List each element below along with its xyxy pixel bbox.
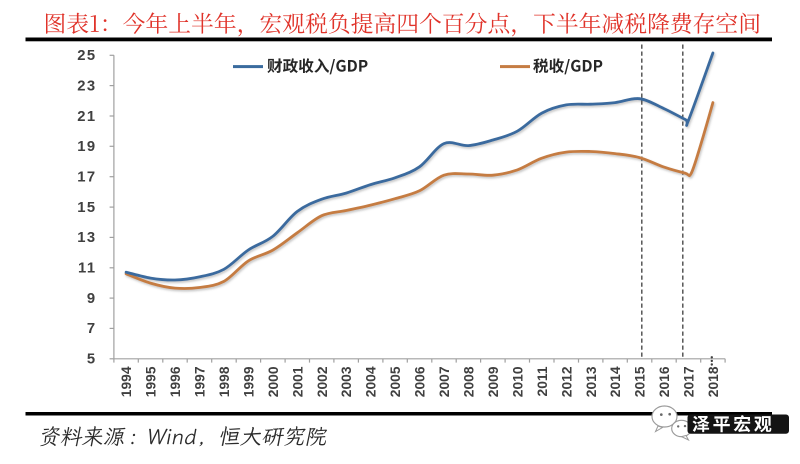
svg-text:2008: 2008 xyxy=(462,366,477,397)
svg-text:1996: 1996 xyxy=(168,366,183,397)
svg-text:21: 21 xyxy=(77,109,96,125)
svg-text:1995: 1995 xyxy=(144,366,159,397)
svg-text:2000: 2000 xyxy=(266,366,281,397)
svg-text:2016: 2016 xyxy=(657,366,672,397)
svg-text:9: 9 xyxy=(87,291,97,307)
svg-text:1994: 1994 xyxy=(119,366,134,397)
svg-text:1997: 1997 xyxy=(193,366,208,397)
svg-text:2007: 2007 xyxy=(437,366,452,397)
svg-text:1999: 1999 xyxy=(241,366,256,397)
svg-text:11: 11 xyxy=(78,261,96,277)
svg-text:2005: 2005 xyxy=(388,366,403,397)
svg-text:2017: 2017 xyxy=(682,366,697,397)
svg-text:25: 25 xyxy=(77,48,96,64)
svg-text:2003: 2003 xyxy=(339,366,354,397)
svg-text:2011: 2011 xyxy=(535,366,550,396)
svg-text:15: 15 xyxy=(77,200,96,216)
svg-text:2006: 2006 xyxy=(413,366,428,397)
svg-text:2009: 2009 xyxy=(486,366,501,397)
svg-text:2004: 2004 xyxy=(364,366,379,397)
svg-text:2018: 2018 xyxy=(706,366,721,397)
svg-text:17: 17 xyxy=(77,170,96,186)
svg-text:2013: 2013 xyxy=(584,366,599,397)
svg-text:2015: 2015 xyxy=(633,366,648,397)
svg-text:2001: 2001 xyxy=(290,366,305,397)
svg-text:7: 7 xyxy=(87,321,97,337)
svg-text:23: 23 xyxy=(77,78,96,94)
svg-text:13: 13 xyxy=(77,230,96,246)
svg-text:19: 19 xyxy=(77,139,96,155)
svg-text:5: 5 xyxy=(87,352,97,368)
svg-text:2010: 2010 xyxy=(510,366,525,397)
svg-text:2002: 2002 xyxy=(315,366,330,397)
svg-text:2014: 2014 xyxy=(608,366,623,397)
svg-text:2012: 2012 xyxy=(559,366,574,397)
svg-text:1998: 1998 xyxy=(217,366,232,397)
